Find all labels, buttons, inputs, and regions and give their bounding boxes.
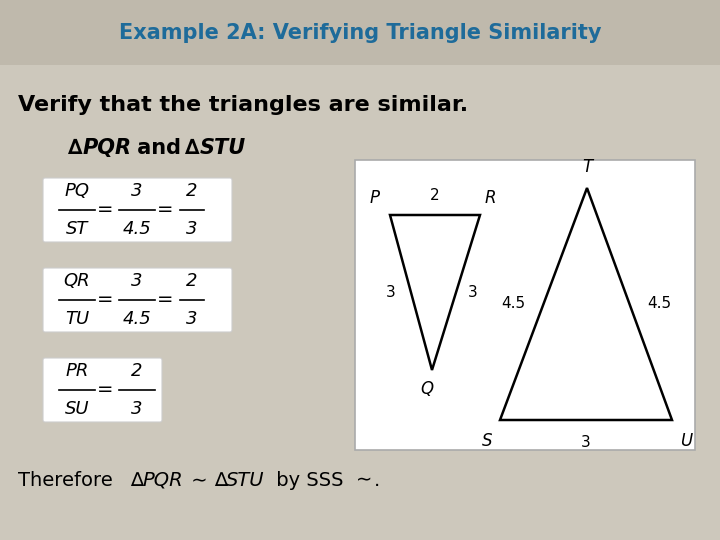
Text: 4.5: 4.5 bbox=[647, 296, 672, 312]
Text: Q: Q bbox=[420, 380, 433, 398]
Text: 2: 2 bbox=[131, 362, 143, 380]
Text: 3: 3 bbox=[131, 400, 143, 418]
Text: ∆: ∆ bbox=[130, 470, 143, 489]
Text: Verify that the triangles are similar.: Verify that the triangles are similar. bbox=[18, 95, 468, 115]
Text: STU: STU bbox=[200, 138, 246, 158]
FancyBboxPatch shape bbox=[43, 178, 232, 242]
Text: ∆: ∆ bbox=[185, 138, 199, 158]
Text: PQR: PQR bbox=[142, 470, 183, 489]
Text: 3: 3 bbox=[386, 285, 396, 300]
Text: 3: 3 bbox=[186, 220, 198, 238]
FancyBboxPatch shape bbox=[43, 268, 232, 332]
Text: =: = bbox=[96, 291, 113, 309]
Text: 3: 3 bbox=[581, 435, 591, 450]
Text: by SSS: by SSS bbox=[270, 470, 350, 489]
Text: 4.5: 4.5 bbox=[122, 220, 151, 238]
Text: ∼: ∼ bbox=[356, 470, 372, 489]
Text: .: . bbox=[374, 470, 380, 489]
Text: SU: SU bbox=[65, 400, 89, 418]
Text: 3: 3 bbox=[131, 272, 143, 290]
Text: 2: 2 bbox=[430, 188, 440, 203]
FancyBboxPatch shape bbox=[43, 358, 162, 422]
Text: Example 2A: Verifying Triangle Similarity: Example 2A: Verifying Triangle Similarit… bbox=[119, 23, 601, 43]
Text: =: = bbox=[157, 291, 174, 309]
Text: 2: 2 bbox=[186, 182, 198, 200]
Text: S: S bbox=[482, 432, 492, 450]
Text: PQ: PQ bbox=[65, 182, 89, 200]
Text: PR: PR bbox=[66, 362, 89, 380]
Text: =: = bbox=[157, 200, 174, 219]
Text: ∆: ∆ bbox=[68, 138, 83, 158]
Text: 3: 3 bbox=[468, 285, 478, 300]
Text: ∆: ∆ bbox=[214, 470, 227, 489]
Text: R: R bbox=[485, 189, 497, 207]
Text: =: = bbox=[96, 381, 113, 400]
Text: P: P bbox=[370, 189, 380, 207]
Text: TU: TU bbox=[65, 310, 89, 328]
Text: QR: QR bbox=[63, 272, 90, 290]
Text: 2: 2 bbox=[186, 272, 198, 290]
Text: 4.5: 4.5 bbox=[501, 296, 526, 312]
Text: 3: 3 bbox=[186, 310, 198, 328]
Text: PQR: PQR bbox=[83, 138, 132, 158]
Text: =: = bbox=[96, 200, 113, 219]
Text: 4.5: 4.5 bbox=[122, 310, 151, 328]
Text: T: T bbox=[582, 158, 592, 176]
Text: Therefore: Therefore bbox=[18, 470, 119, 489]
Text: 3: 3 bbox=[131, 182, 143, 200]
Bar bbox=[355, 160, 695, 450]
Text: ST: ST bbox=[66, 220, 88, 238]
Bar bbox=[0, 0, 720, 65]
Text: ∼: ∼ bbox=[185, 470, 214, 489]
Text: STU: STU bbox=[226, 470, 264, 489]
Text: and: and bbox=[130, 138, 188, 158]
Text: U: U bbox=[680, 432, 692, 450]
